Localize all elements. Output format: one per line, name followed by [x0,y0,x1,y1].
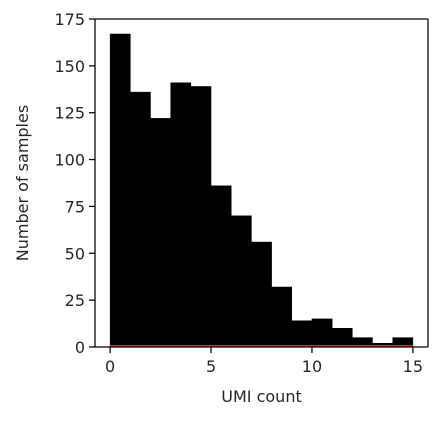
x-tick-label: 0 [105,357,115,376]
histogram-bar [109,33,131,348]
y-ticks-group: 0 25 50 75 100 125 150 175 [54,10,95,357]
bars-group [109,33,414,348]
histogram-bar [331,328,353,348]
histogram-bar [271,286,293,348]
x-tick-label: 5 [206,357,216,376]
histogram-bar [170,82,192,348]
y-tick-label: 50 [65,244,85,263]
axes-group [94,18,429,348]
histogram-bar [210,185,232,348]
y-axis-label: Number of samples [13,105,32,261]
y-tick-label: 100 [54,151,85,170]
histogram-bar [150,118,171,348]
x-tick-label: 10 [302,357,322,376]
histogram-bar [190,86,212,348]
histogram-bar [130,91,151,348]
histogram-bar [230,215,252,348]
y-tick-label: 75 [65,197,85,216]
histogram-bar [251,241,272,348]
histogram-bar [311,318,333,348]
y-tick-label: 150 [54,57,85,76]
y-tick-label: 25 [65,291,85,310]
histogram-bar [291,320,313,348]
x-tick-label: 15 [403,357,423,376]
x-ticks-group: 0 5 10 15 [105,347,423,376]
y-tick-label: 0 [75,338,85,357]
x-axis-label: UMI count [221,387,301,406]
y-tick-label: 125 [54,104,85,123]
y-tick-label: 175 [54,10,85,29]
